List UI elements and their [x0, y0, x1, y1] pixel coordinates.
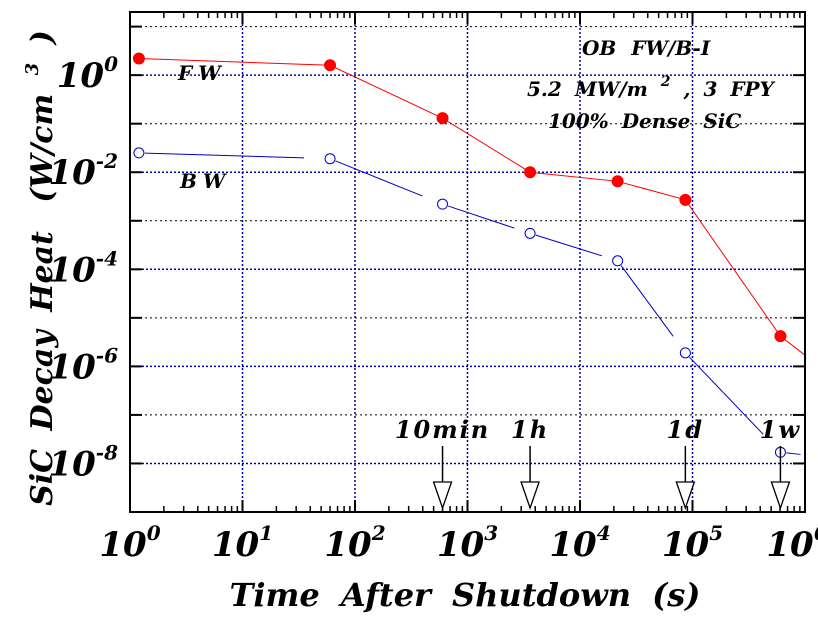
x-tick-exponent: 3 — [484, 521, 498, 545]
x-tick-exponent: 5 — [709, 521, 723, 545]
x-tick-base: 10 — [549, 525, 597, 565]
y-tick-exponent: -6 — [96, 343, 118, 367]
annotation-power-exponent: 2 — [660, 74, 671, 90]
y-tick-base: 10 — [48, 250, 96, 290]
x-tick-base: 10 — [437, 525, 485, 565]
time-marker-arrow-head — [675, 481, 696, 510]
annotation-line-3: 100% Dense SiC — [548, 109, 741, 133]
y-tick-label: 10-4 — [48, 246, 118, 290]
series-points — [132, 52, 787, 458]
series-fw-point — [524, 166, 537, 179]
y-tick-label: 10-6 — [48, 343, 118, 387]
y-tick-base: 10 — [48, 347, 96, 387]
x-tick-label: 104 — [549, 521, 610, 565]
time-marker-label: 10min — [395, 415, 490, 444]
x-tick-exponent: 4 — [597, 521, 611, 545]
time-markers: 10min 1h 1d 1w — [395, 415, 801, 510]
x-tick-label: 106 — [766, 521, 818, 565]
grid-lines — [130, 12, 805, 512]
series-lines — [138, 58, 806, 455]
x-tick-label: 103 — [437, 521, 498, 565]
y-tick-label: 10-2 — [48, 149, 118, 193]
x-tick-base: 10 — [766, 525, 814, 565]
y-axis-title: SiC Decay Heat (W/cm 3 ) — [11, 30, 60, 506]
y-tick-label: 10-8 — [48, 440, 118, 484]
y-axis-title-close: ) — [25, 30, 60, 46]
y-tick-exponent: 0 — [104, 52, 118, 76]
series-label-bw: BW — [179, 169, 231, 193]
x-tick-exponent: 6 — [814, 521, 818, 545]
series-bw-segment — [689, 356, 764, 435]
series-fw-point — [679, 193, 692, 206]
y-tick-exponent: -2 — [96, 149, 118, 173]
y-tick-exponent: -8 — [96, 440, 118, 464]
y-axis-title-main: SiC Decay Heat — [25, 231, 60, 506]
series-bw-segment — [448, 205, 515, 229]
series-label-fw: FW — [177, 61, 227, 85]
annotation-line-2: 5.2 MW/m 2 , 3 FPY — [527, 67, 776, 101]
x-tick-label: 101 — [212, 521, 273, 565]
time-marker-label: 1h — [511, 415, 549, 444]
y-tick-base: 10 — [57, 56, 105, 96]
x-tick-exponent: 1 — [259, 521, 273, 545]
y-axis-title-exponent: 3 — [22, 63, 43, 76]
series-bw-segment — [335, 160, 423, 197]
tick-labels: 10010110210310410510610010-210-410-610-8 — [48, 52, 818, 565]
x-tick-exponent: 2 — [371, 521, 386, 545]
time-marker-arrow-head — [770, 481, 791, 510]
y-tick-label: 100 — [57, 52, 118, 96]
x-tick-base: 10 — [212, 525, 260, 565]
x-tick-label: 102 — [324, 521, 385, 565]
series-bw-point — [524, 227, 536, 239]
x-tick-base: 10 — [99, 525, 147, 565]
time-marker-arrow-head — [432, 481, 453, 510]
series-fw-point — [774, 330, 787, 343]
time-marker-label: 1w — [760, 415, 801, 444]
series-fw-point — [132, 52, 145, 65]
y-tick-base: 10 — [48, 153, 96, 193]
annotation-power-density: 5.2 MW/m — [527, 77, 648, 101]
axis-ticks — [129, 12, 806, 512]
time-marker-label: 1d — [667, 415, 704, 444]
annotation-line-1: OB FW/B-I — [582, 36, 711, 60]
x-tick-label: 100 — [99, 521, 160, 565]
x-tick-base: 10 — [324, 525, 372, 565]
series-bw-point — [437, 198, 449, 210]
series-fw-line — [138, 58, 806, 356]
series-bw-segment — [620, 265, 674, 337]
y-axis-title-unit: (W/cm — [25, 94, 60, 203]
x-axis-title: Time After Shutdown (s) — [230, 576, 701, 614]
series-bw-segment — [786, 452, 801, 455]
series-bw-segment — [144, 152, 305, 159]
series-bw-point — [612, 255, 624, 267]
x-tick-base: 10 — [662, 525, 710, 565]
time-marker-arrow-head — [520, 481, 540, 510]
series-bw-point — [133, 147, 145, 159]
series-bw-point — [324, 153, 336, 165]
series-bw-point — [679, 347, 691, 359]
x-tick-exponent: 0 — [147, 521, 161, 545]
series-fw-point — [324, 59, 337, 72]
y-tick-exponent: -4 — [96, 246, 118, 270]
series-bw-segment — [535, 234, 603, 257]
series-fw-point — [436, 112, 449, 125]
series-fw-point — [611, 175, 624, 188]
annotation-fpy: , 3 FPY — [683, 77, 776, 101]
x-tick-label: 105 — [662, 521, 723, 565]
y-tick-base: 10 — [48, 444, 96, 484]
